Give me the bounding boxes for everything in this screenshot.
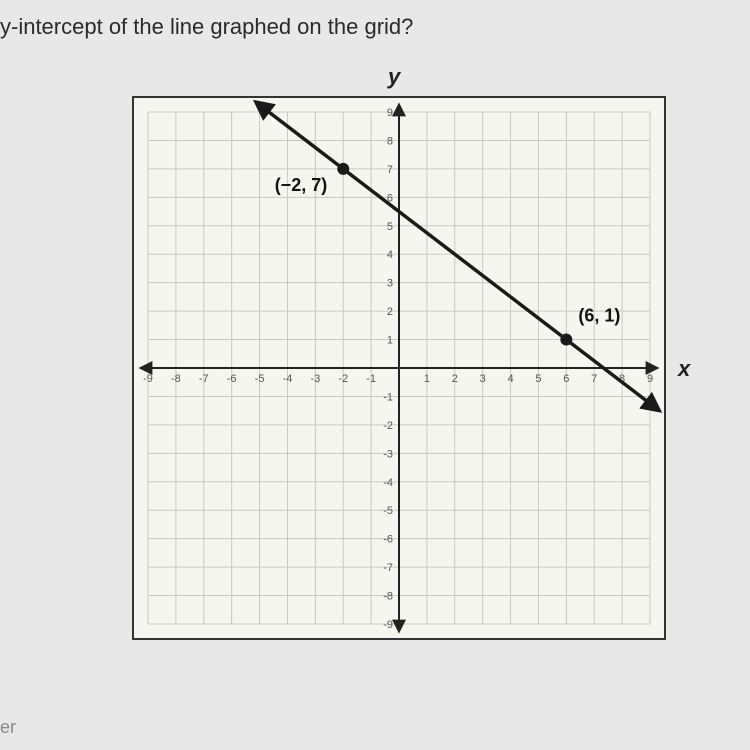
svg-text:(6, 1): (6, 1) [578, 306, 620, 326]
svg-text:-4: -4 [383, 477, 393, 489]
svg-text:4: 4 [507, 373, 513, 385]
svg-text:-7: -7 [383, 562, 393, 574]
footer-text: er [0, 717, 16, 738]
svg-text:2: 2 [387, 306, 393, 318]
svg-text:3: 3 [387, 278, 393, 290]
svg-text:7: 7 [387, 164, 393, 176]
svg-text:-3: -3 [310, 373, 320, 385]
svg-text:3: 3 [480, 373, 486, 385]
svg-text:-1: -1 [383, 391, 393, 403]
svg-text:1: 1 [424, 373, 430, 385]
svg-text:(−2, 7): (−2, 7) [275, 175, 328, 195]
svg-text:7: 7 [591, 373, 597, 385]
svg-text:5: 5 [387, 221, 393, 233]
svg-text:1: 1 [387, 335, 393, 347]
svg-text:-4: -4 [283, 373, 293, 385]
svg-text:-5: -5 [255, 373, 265, 385]
chart-container: -9 -8 -7 -6 -5 -4 -3 -2 -1 1 2 3 4 5 6 7 8 9 -9 -8 -7 -6 -5 -4 -… [132, 96, 666, 640]
svg-text:9: 9 [387, 107, 393, 119]
svg-text:-9: -9 [143, 373, 153, 385]
svg-text:2: 2 [452, 373, 458, 385]
svg-text:9: 9 [647, 373, 653, 385]
x-axis-label: x [678, 356, 690, 382]
question-text: y-intercept of the line graphed on the g… [0, 14, 413, 40]
line-chart: -9 -8 -7 -6 -5 -4 -3 -2 -1 1 2 3 4 5 6 7 8 9 -9 -8 -7 -6 -5 -4 -… [134, 98, 664, 638]
svg-text:8: 8 [387, 135, 393, 147]
svg-text:-8: -8 [383, 591, 393, 603]
svg-text:-2: -2 [338, 373, 348, 385]
svg-text:-6: -6 [227, 373, 237, 385]
svg-text:-9: -9 [383, 619, 393, 631]
svg-text:-5: -5 [383, 505, 393, 517]
svg-text:-3: -3 [383, 448, 393, 460]
svg-text:5: 5 [535, 373, 541, 385]
svg-text:-7: -7 [199, 373, 209, 385]
svg-text:4: 4 [387, 249, 393, 261]
svg-text:-6: -6 [383, 534, 393, 546]
y-axis-label: y [388, 64, 400, 90]
page: y-intercept of the line graphed on the g… [0, 0, 750, 750]
svg-text:-8: -8 [171, 373, 181, 385]
svg-text:-2: -2 [383, 420, 393, 432]
svg-text:6: 6 [563, 373, 569, 385]
svg-text:-1: -1 [366, 373, 376, 385]
